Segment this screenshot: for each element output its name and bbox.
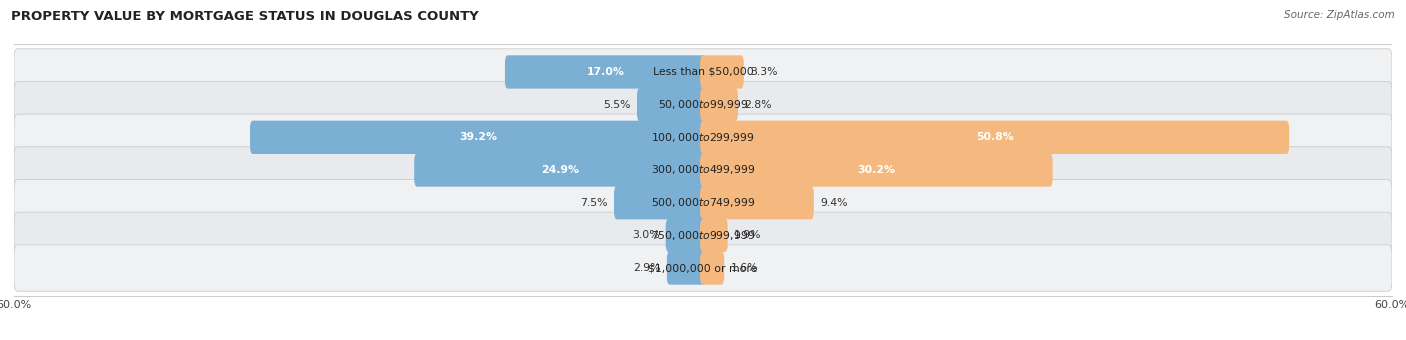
FancyBboxPatch shape	[14, 82, 1392, 128]
Text: 50.8%: 50.8%	[976, 132, 1014, 142]
FancyBboxPatch shape	[665, 219, 706, 252]
Text: 1.6%: 1.6%	[731, 263, 758, 273]
Text: Source: ZipAtlas.com: Source: ZipAtlas.com	[1284, 10, 1395, 20]
FancyBboxPatch shape	[505, 55, 706, 89]
Text: 3.0%: 3.0%	[631, 231, 659, 240]
FancyBboxPatch shape	[250, 121, 706, 154]
FancyBboxPatch shape	[700, 153, 1053, 187]
Text: 39.2%: 39.2%	[458, 132, 496, 142]
FancyBboxPatch shape	[14, 245, 1392, 291]
FancyBboxPatch shape	[700, 55, 744, 89]
Text: $750,000 to $999,999: $750,000 to $999,999	[651, 229, 755, 242]
Text: $50,000 to $99,999: $50,000 to $99,999	[658, 98, 748, 111]
Text: 1.9%: 1.9%	[734, 231, 762, 240]
FancyBboxPatch shape	[666, 251, 706, 285]
FancyBboxPatch shape	[14, 114, 1392, 160]
Text: 17.0%: 17.0%	[586, 67, 624, 77]
Text: $300,000 to $499,999: $300,000 to $499,999	[651, 164, 755, 176]
Text: PROPERTY VALUE BY MORTGAGE STATUS IN DOUGLAS COUNTY: PROPERTY VALUE BY MORTGAGE STATUS IN DOU…	[11, 10, 479, 23]
FancyBboxPatch shape	[614, 186, 706, 219]
FancyBboxPatch shape	[700, 251, 724, 285]
Text: 30.2%: 30.2%	[858, 165, 896, 175]
FancyBboxPatch shape	[700, 121, 1289, 154]
FancyBboxPatch shape	[14, 49, 1392, 95]
Text: 2.9%: 2.9%	[633, 263, 661, 273]
Text: 9.4%: 9.4%	[820, 198, 848, 208]
Text: 3.3%: 3.3%	[749, 67, 778, 77]
Text: 5.5%: 5.5%	[603, 100, 631, 109]
Text: $1,000,000 or more: $1,000,000 or more	[648, 263, 758, 273]
FancyBboxPatch shape	[14, 180, 1392, 226]
FancyBboxPatch shape	[700, 186, 814, 219]
FancyBboxPatch shape	[14, 212, 1392, 258]
FancyBboxPatch shape	[637, 88, 706, 121]
Text: $100,000 to $299,999: $100,000 to $299,999	[651, 131, 755, 144]
Text: $500,000 to $749,999: $500,000 to $749,999	[651, 196, 755, 209]
FancyBboxPatch shape	[700, 219, 728, 252]
Text: 2.8%: 2.8%	[744, 100, 772, 109]
Text: Less than $50,000: Less than $50,000	[652, 67, 754, 77]
FancyBboxPatch shape	[14, 147, 1392, 193]
FancyBboxPatch shape	[700, 88, 738, 121]
Text: 24.9%: 24.9%	[541, 165, 579, 175]
Text: 7.5%: 7.5%	[581, 198, 607, 208]
FancyBboxPatch shape	[415, 153, 706, 187]
